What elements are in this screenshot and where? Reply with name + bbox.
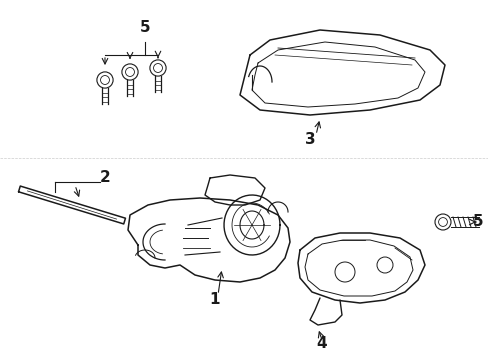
- Circle shape: [122, 64, 138, 80]
- Text: 5: 5: [472, 215, 482, 230]
- Text: 2: 2: [100, 171, 110, 185]
- Circle shape: [97, 72, 113, 88]
- Text: 4: 4: [316, 336, 326, 351]
- Text: 3: 3: [304, 132, 315, 148]
- Circle shape: [150, 60, 166, 76]
- Circle shape: [434, 214, 450, 230]
- Text: 5: 5: [140, 21, 150, 36]
- Text: 1: 1: [209, 292, 220, 307]
